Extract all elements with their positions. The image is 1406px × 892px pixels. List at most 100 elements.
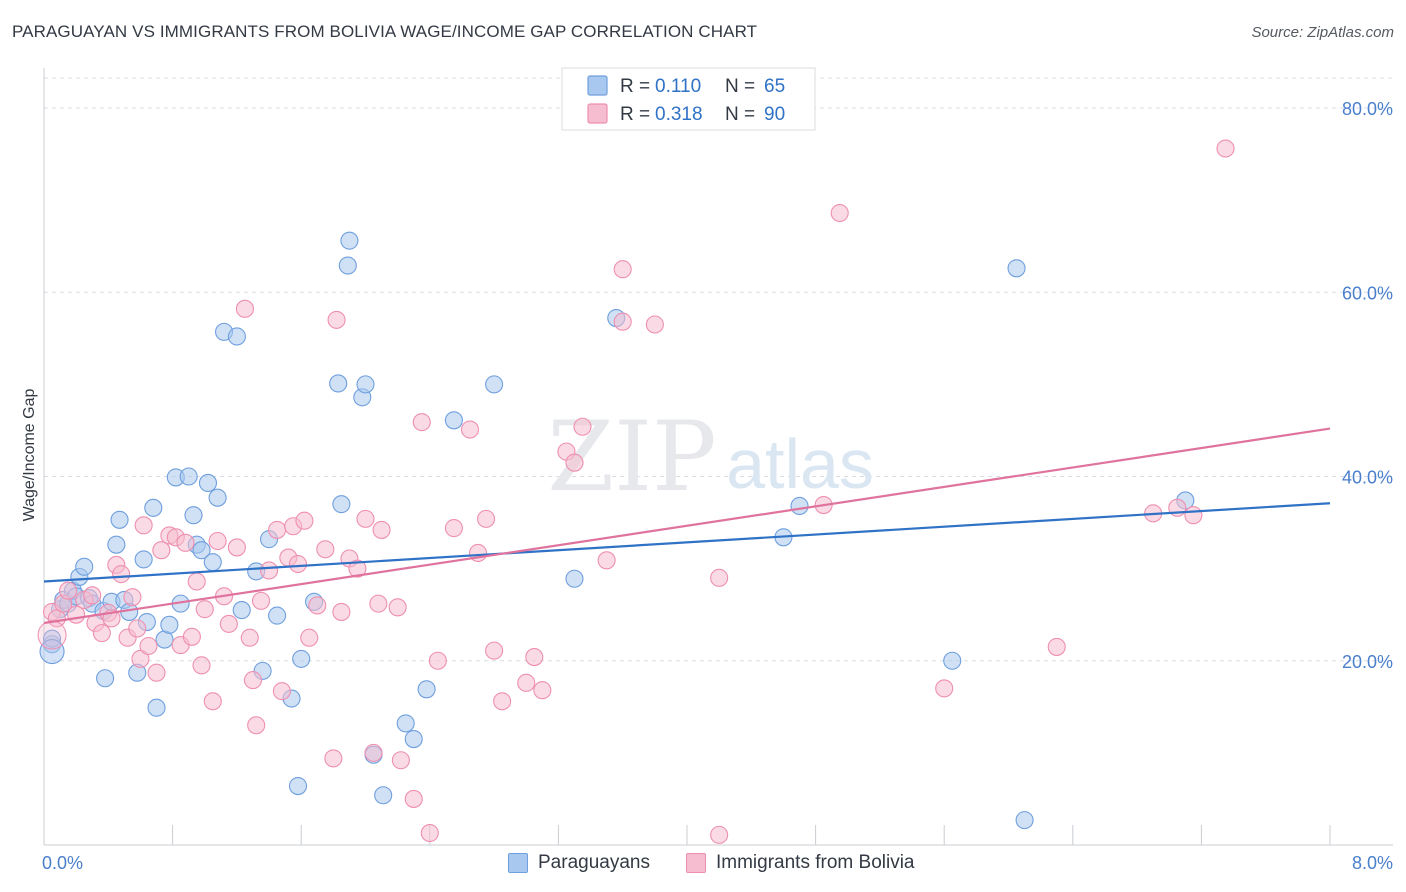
point-bolivia (356, 509, 375, 528)
point-paraguayans (110, 510, 129, 529)
point-bolivia (517, 673, 536, 692)
point-paraguayans (198, 473, 218, 492)
point-paraguayans (232, 601, 251, 620)
legend-n-value-bolivia: 90 (764, 104, 785, 125)
legend-label-paraguayans: Paraguayans (538, 852, 650, 873)
point-bolivia (477, 509, 496, 528)
point-paraguayans (417, 680, 436, 699)
point-paraguayans (192, 541, 211, 560)
legend-r-value-paraguayans: 0.110 (655, 76, 701, 97)
x-tick-label-max: 8.0% (1352, 853, 1393, 873)
point-paraguayans (396, 714, 415, 733)
point-bolivia (391, 751, 410, 770)
point-paraguayans (75, 557, 94, 576)
point-bolivia (192, 656, 211, 675)
point-bolivia (525, 648, 544, 667)
point-bolivia (176, 533, 195, 552)
point-bolivia (533, 681, 552, 700)
point-paraguayans (144, 498, 163, 517)
trend-line-bolivia (43, 427, 1331, 625)
point-bolivia (710, 568, 729, 587)
legend-r-value-bolivia: 0.318 (655, 104, 703, 125)
point-paraguayans (338, 256, 357, 275)
point-paraguayans (184, 506, 203, 525)
point-bolivia (935, 679, 954, 698)
point-paraguayans (1007, 259, 1026, 278)
point-bolivia (235, 299, 254, 318)
point-bolivia (645, 315, 664, 334)
point-bolivia (147, 663, 166, 682)
point-bolivia (1216, 139, 1235, 158)
point-bolivia (1047, 637, 1066, 656)
point-bolivia (152, 541, 171, 560)
trend-line-paraguayans (43, 502, 1331, 583)
point-paraguayans (134, 550, 153, 569)
point-paraguayans (208, 488, 227, 507)
point-bolivia (203, 692, 222, 711)
watermark-atlas: atlas (726, 425, 874, 503)
point-bolivia (369, 594, 388, 613)
point-paraguayans (39, 638, 65, 665)
point-bolivia (372, 520, 391, 539)
legend-label-bolivia: Immigrants from Bolivia (716, 852, 915, 873)
point-bolivia (300, 628, 319, 647)
point-bolivia (324, 749, 343, 768)
point-bolivia (187, 572, 206, 591)
point-bolivia (485, 641, 504, 660)
point-bolivia (134, 516, 153, 535)
point-bolivia (1184, 506, 1203, 525)
y-tick-label: 20.0% (1342, 652, 1393, 672)
legend-swatch-bolivia (587, 103, 608, 124)
point-bolivia (247, 716, 266, 735)
y-tick-labels: 20.0% 40.0% 60.0% 80.0% (1342, 99, 1393, 672)
point-paraguayans (227, 327, 246, 346)
legend-r-label: R = (620, 76, 650, 97)
trend-lines (43, 427, 1331, 625)
point-bolivia (139, 636, 158, 656)
chart-title: PARAGUAYAN VS IMMIGRANTS FROM BOLIVIA WA… (12, 22, 758, 41)
point-paraguayans (340, 231, 359, 250)
point-bolivia (597, 551, 616, 570)
series-legend: Paraguayans Immigrants from Bolivia (0, 852, 1406, 878)
legend-swatch-bolivia (686, 853, 706, 873)
legend-r-label: R = (620, 104, 650, 125)
point-paraguayans (485, 375, 504, 394)
point-paraguayans (288, 776, 308, 796)
point-bolivia (83, 586, 102, 605)
point-bolivia (710, 825, 729, 844)
point-bolivia (364, 743, 383, 762)
point-bolivia (428, 651, 447, 670)
axes (43, 68, 1393, 846)
point-paraguayans (356, 375, 375, 394)
point-bolivia (259, 561, 279, 580)
legend-item-bolivia[interactable]: Immigrants from Bolivia (686, 852, 915, 874)
point-bolivia (131, 649, 150, 668)
point-bolivia (240, 628, 259, 647)
point-bolivia (59, 581, 78, 600)
point-paraguayans (203, 553, 222, 572)
point-bolivia (332, 602, 351, 621)
x-tick-label-min: 0.0% (42, 853, 83, 873)
point-bolivia (251, 591, 271, 610)
correlation-legend: R = 0.110 N = 65 R = 0.318 N = 90 (561, 67, 816, 131)
point-bolivia (613, 260, 632, 279)
point-bolivia (830, 203, 849, 223)
point-bolivia (573, 417, 592, 436)
legend-item-paraguayans[interactable]: Paraguayans (508, 852, 650, 874)
point-paraguayans (160, 615, 179, 634)
point-paraguayans (943, 651, 962, 670)
legend-swatch-paraguayans (587, 75, 608, 96)
point-paraguayans (790, 496, 809, 516)
point-bolivia (227, 538, 246, 557)
point-bolivia (288, 554, 308, 574)
point-bolivia (123, 588, 142, 607)
point-paraguayans (268, 606, 287, 625)
y-tick-label: 80.0% (1342, 99, 1393, 119)
point-bolivia (128, 619, 147, 638)
point-bolivia (493, 692, 512, 711)
point-bolivia (348, 559, 367, 578)
point-bolivia (388, 598, 407, 617)
point-bolivia (444, 519, 463, 538)
point-bolivia (412, 413, 431, 432)
